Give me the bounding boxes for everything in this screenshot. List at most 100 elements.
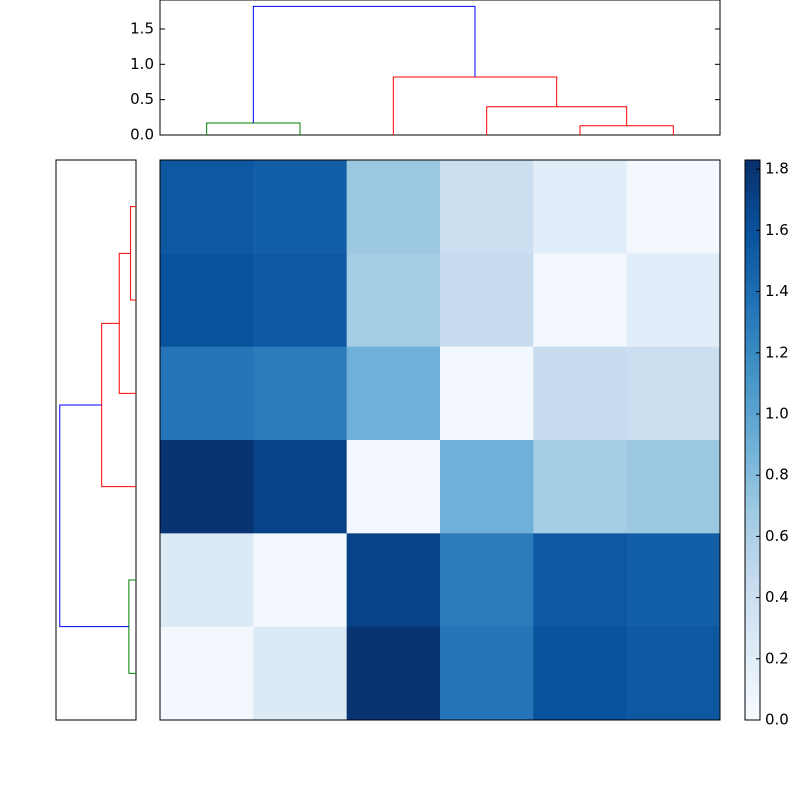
heatmap-cell (533, 160, 628, 254)
colorbar-tick-label: 0.8 (765, 466, 789, 484)
heatmap-cell (626, 346, 721, 441)
colorbar-swatch (745, 216, 760, 222)
dendrogram-link (486, 106, 628, 135)
dendrogram-link (128, 579, 136, 674)
colorbar-swatch (745, 379, 760, 385)
heatmap-cell (440, 533, 534, 628)
colorbar-tick-label: 1.0 (765, 404, 789, 422)
colorbar-swatch (745, 178, 760, 184)
colorbar-tick-label: 1.8 (765, 160, 789, 178)
heatmap-cell (346, 346, 441, 441)
colorbar-swatch (745, 426, 760, 432)
colorbar-swatch (745, 416, 760, 422)
colorbar-swatch (745, 342, 760, 348)
colorbar-swatch (745, 603, 760, 609)
colorbar-swatch (745, 468, 760, 474)
colorbar-swatch (745, 332, 760, 338)
colorbar-swatch (745, 696, 760, 702)
heatmap-cell (160, 533, 254, 628)
colorbar-swatch (745, 346, 760, 352)
colorbar-swatch (745, 538, 760, 544)
y-tick-label: 1.5 (130, 19, 154, 37)
colorbar-swatch (745, 701, 760, 707)
colorbar-swatch (745, 650, 760, 656)
colorbar-swatch (745, 286, 760, 292)
colorbar-swatch (745, 211, 760, 217)
colorbar-swatch (745, 183, 760, 189)
colorbar-swatch (745, 617, 760, 623)
colorbar-swatch (745, 323, 760, 329)
heatmap-cell (346, 533, 441, 628)
colorbar-swatch (745, 160, 760, 166)
heatmap-cell (533, 346, 628, 441)
colorbar-swatch (745, 668, 760, 674)
colorbar-swatch (745, 612, 760, 618)
colorbar-swatch (745, 258, 760, 264)
colorbar-tick-label: 0.0 (765, 711, 789, 729)
colorbar-swatch (745, 402, 760, 408)
colorbar-swatch (745, 244, 760, 250)
colorbar-swatch (745, 454, 760, 460)
axes-frame (159, 0, 721, 136)
colorbar-swatch (745, 631, 760, 637)
heatmap-cell (626, 253, 721, 348)
colorbar-swatch (745, 626, 760, 632)
dendrogram-link (206, 122, 301, 135)
colorbar-swatch (745, 556, 760, 562)
colorbar-swatch (745, 202, 760, 208)
axes-frame (159, 159, 721, 721)
heatmap-cell (160, 253, 254, 348)
colorbar-swatch (745, 370, 760, 376)
colorbar-tick-label: 0.6 (765, 527, 789, 545)
colorbar-swatch (745, 706, 760, 712)
heatmap-cell (440, 626, 534, 721)
colorbar-swatch (745, 477, 760, 483)
colorbar-swatch (745, 225, 760, 231)
axes-frame (55, 159, 137, 721)
colorbar-swatch (745, 276, 760, 282)
colorbar-swatch (745, 290, 760, 296)
colorbar-swatch (745, 337, 760, 343)
heatmap-cell (533, 253, 628, 348)
colorbar-swatch (745, 435, 760, 441)
colorbar-swatch (745, 374, 760, 380)
colorbar-swatch (745, 472, 760, 478)
heatmap-cell (253, 160, 348, 254)
heatmap-cell (440, 160, 534, 254)
colorbar-swatch (745, 360, 760, 366)
colorbar-swatch (745, 664, 760, 670)
heatmap-cell (160, 626, 254, 721)
colorbar-swatch (745, 262, 760, 268)
colorbar-swatch (745, 314, 760, 320)
colorbar-swatch (745, 566, 760, 572)
colorbar-tick-label: 1.4 (765, 282, 789, 300)
colorbar-swatch (745, 636, 760, 642)
colorbar-swatch (745, 430, 760, 436)
colorbar-swatch (745, 169, 760, 175)
colorbar-swatch (745, 486, 760, 492)
heatmap-cell (346, 626, 441, 721)
colorbar-swatch (745, 230, 760, 236)
colorbar-swatch (745, 645, 760, 651)
colorbar-swatch (745, 328, 760, 334)
colorbar-swatch (745, 594, 760, 600)
colorbar-swatch (745, 482, 760, 488)
colorbar-swatch (745, 640, 760, 646)
heatmap-cell (253, 346, 348, 441)
colorbar-swatch (745, 622, 760, 628)
colorbar-swatch (745, 281, 760, 287)
heatmap-cell (160, 440, 254, 534)
heatmap-cell (440, 440, 534, 534)
colorbar-swatch (745, 304, 760, 310)
colorbar-swatch (745, 206, 760, 212)
colorbar-swatch (745, 295, 760, 301)
colorbar-swatch (745, 678, 760, 684)
colorbar-swatch (745, 570, 760, 576)
colorbar-swatch (745, 533, 760, 539)
heatmap-cell (626, 440, 721, 534)
colorbar-swatch (745, 164, 760, 170)
colorbar-swatch (745, 248, 760, 254)
colorbar-swatch (745, 575, 760, 581)
heatmap-cell (160, 160, 254, 254)
